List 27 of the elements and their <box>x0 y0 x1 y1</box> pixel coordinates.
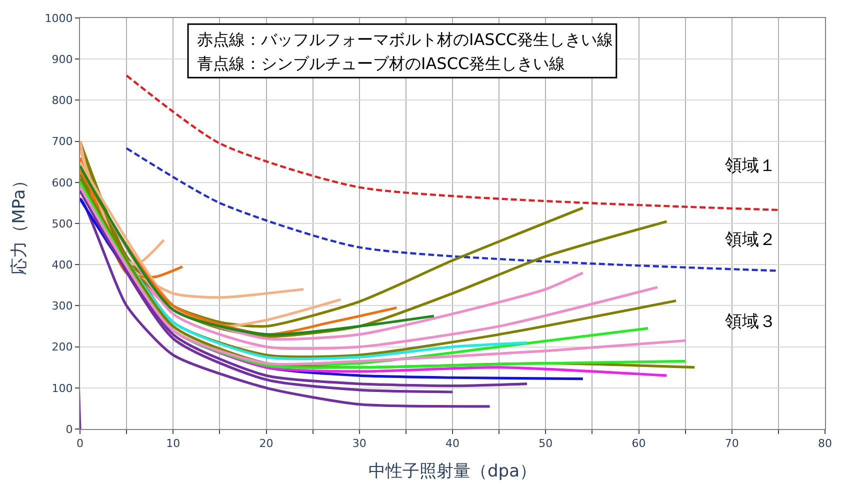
y-tick-label: 300 <box>52 300 73 313</box>
y-tick-label: 100 <box>52 382 73 395</box>
x-tick-label: 20 <box>259 437 274 450</box>
x-tick-label: 80 <box>818 437 832 450</box>
x-tick-label: 50 <box>538 437 553 450</box>
x-tick-label: 0 <box>76 437 84 450</box>
y-tick-label: 800 <box>52 94 73 108</box>
y-tick-label: 1000 <box>44 12 73 25</box>
y-tick-label: 700 <box>52 135 73 148</box>
annotation: 領域３ <box>725 312 776 332</box>
annotation: 青点線：シンブルチューブ材のIASCC発生しきい線 <box>197 54 566 73</box>
x-tick-label: 10 <box>166 437 180 450</box>
annotation: 領域１ <box>725 156 776 176</box>
x-tick-label: 30 <box>352 437 366 450</box>
y-tick-label: 500 <box>52 217 73 230</box>
y-tick-label: 200 <box>52 340 73 354</box>
y-axis-title: 応力（MPa） <box>9 172 30 275</box>
y-tick-label: 0 <box>66 422 73 436</box>
x-axis-title: 中性子照射量（dpa） <box>368 462 536 482</box>
annotation: 領域２ <box>725 230 776 250</box>
y-tick-label: 600 <box>52 176 73 190</box>
y-tick-label: 900 <box>52 52 73 66</box>
x-tick-label: 70 <box>724 437 739 450</box>
annotation: 赤点線：バッフルフォーマボルト材のIASCC発生しきい線 <box>197 30 614 49</box>
x-tick-label: 40 <box>446 437 460 450</box>
x-tick-label: 60 <box>632 437 646 450</box>
y-tick-label: 400 <box>52 258 73 272</box>
